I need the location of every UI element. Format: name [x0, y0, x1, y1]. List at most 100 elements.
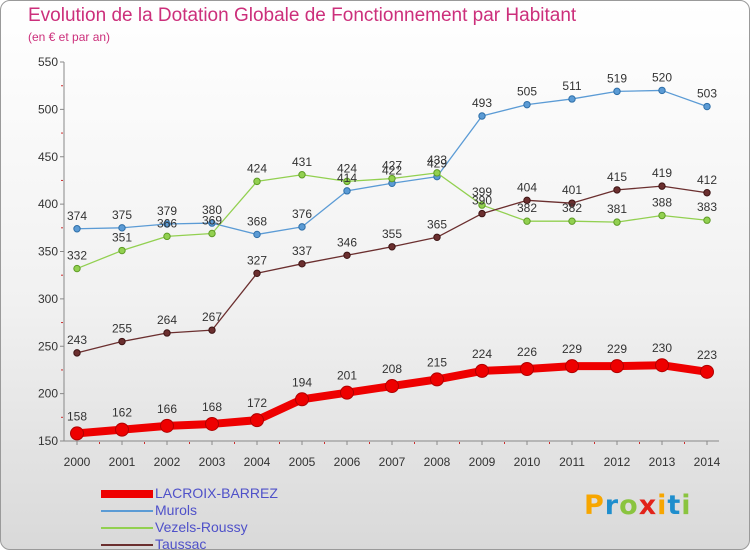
x-tick-label: 2001 [109, 455, 136, 469]
data-point [205, 416, 219, 431]
data-point [388, 243, 396, 251]
logo-letter: x [638, 490, 658, 521]
series-layer [70, 86, 714, 441]
data-point [433, 233, 441, 241]
data-label: 429 [427, 157, 447, 171]
data-point [73, 349, 81, 357]
y-tick-label: 250 [38, 339, 58, 353]
data-label: 332 [67, 249, 87, 263]
x-tick-label: 2004 [244, 455, 271, 469]
data-point [73, 225, 81, 233]
x-tick-label: 2012 [604, 455, 631, 469]
data-label: 194 [292, 375, 312, 389]
data-label: 383 [697, 200, 717, 214]
x-tick-label: 2008 [424, 455, 451, 469]
data-point [613, 186, 621, 194]
logo-letter: o [619, 490, 639, 521]
data-point [478, 201, 486, 209]
x-tick-label: 2010 [514, 455, 541, 469]
data-label: 158 [67, 409, 87, 423]
data-point [118, 337, 126, 346]
data-label: 511 [562, 79, 581, 93]
data-point [163, 220, 171, 228]
y-tick-label: 500 [38, 102, 58, 116]
x-tick-label: 2007 [379, 455, 406, 469]
data-label: 427 [382, 159, 402, 173]
data-point [340, 385, 354, 400]
legend-swatch [101, 490, 153, 498]
data-label: 415 [607, 170, 627, 184]
data-point [118, 224, 126, 232]
data-label: 337 [292, 244, 312, 258]
data-point [253, 230, 261, 239]
data-label: 162 [112, 406, 132, 420]
legend-label: Murols [155, 502, 198, 518]
chart-title: Evolution de la Dotation Globale de Fonc… [28, 5, 577, 26]
data-label: 355 [382, 227, 402, 241]
x-tick-label: 2009 [469, 455, 496, 469]
data-point [298, 260, 306, 268]
x-tick-label: 2006 [334, 455, 361, 469]
data-label: 493 [472, 96, 492, 110]
data-point [430, 372, 444, 387]
data-point [208, 326, 216, 334]
x-tick-label: 2002 [154, 455, 181, 469]
data-point [613, 218, 621, 226]
data-label: 168 [202, 400, 222, 414]
data-label: 431 [292, 155, 312, 169]
data-point [298, 171, 306, 179]
data-point [118, 246, 126, 255]
data-label: 520 [652, 70, 672, 84]
y-tick-label: 400 [38, 197, 58, 211]
x-tick-label: 2014 [694, 455, 721, 469]
data-label: 390 [472, 194, 492, 208]
x-tick-label: 2013 [649, 455, 676, 469]
data-point [250, 413, 264, 428]
data-point [655, 358, 669, 373]
data-label: 368 [247, 214, 267, 228]
data-label: 382 [562, 201, 582, 215]
data-point [478, 112, 486, 120]
data-point [523, 217, 531, 225]
legend-label: Taussac [155, 536, 207, 550]
legend-swatch [101, 527, 153, 529]
data-point [520, 361, 534, 376]
y-tick-label: 350 [38, 245, 58, 259]
legend-item-lacroix-barrez[interactable]: LACROIX-BARREZ [101, 485, 361, 502]
data-label: 519 [607, 71, 627, 85]
y-tick-label: 300 [38, 292, 58, 306]
x-tick-label: 2003 [199, 455, 226, 469]
legend-item-vezels-roussy[interactable]: Vezels-Roussy [101, 519, 361, 536]
data-point [385, 379, 399, 394]
data-point [523, 100, 531, 109]
x-tick-label: 2011 [559, 455, 585, 469]
data-label: 172 [247, 396, 267, 410]
data-point [610, 359, 624, 374]
data-label: 404 [517, 180, 537, 194]
data-point [568, 95, 576, 103]
data-point [613, 87, 621, 96]
data-point [298, 223, 306, 231]
data-label: 374 [67, 209, 87, 223]
data-point [253, 177, 261, 186]
data-label: 433 [427, 153, 447, 167]
data-labels: 158 162 166 168 172 194 201 208 215 224 226 229 229 2… [67, 70, 717, 423]
data-label: 401 [562, 183, 582, 197]
legend-item-taussac[interactable]: Taussac [101, 536, 361, 550]
data-point [115, 422, 129, 437]
data-point [343, 187, 351, 195]
data-label: 255 [112, 322, 132, 336]
legend-item-murols[interactable]: Murols [101, 502, 361, 519]
data-point [475, 363, 489, 378]
data-point [658, 86, 666, 95]
proxiti-logo: Proxiti [584, 490, 692, 521]
data-label: 379 [157, 204, 177, 218]
legend-swatch [101, 544, 153, 546]
data-label: 267 [202, 310, 222, 324]
data-point [478, 209, 486, 218]
data-point [295, 392, 309, 407]
data-label: 376 [292, 207, 312, 221]
data-label: 388 [652, 195, 672, 209]
